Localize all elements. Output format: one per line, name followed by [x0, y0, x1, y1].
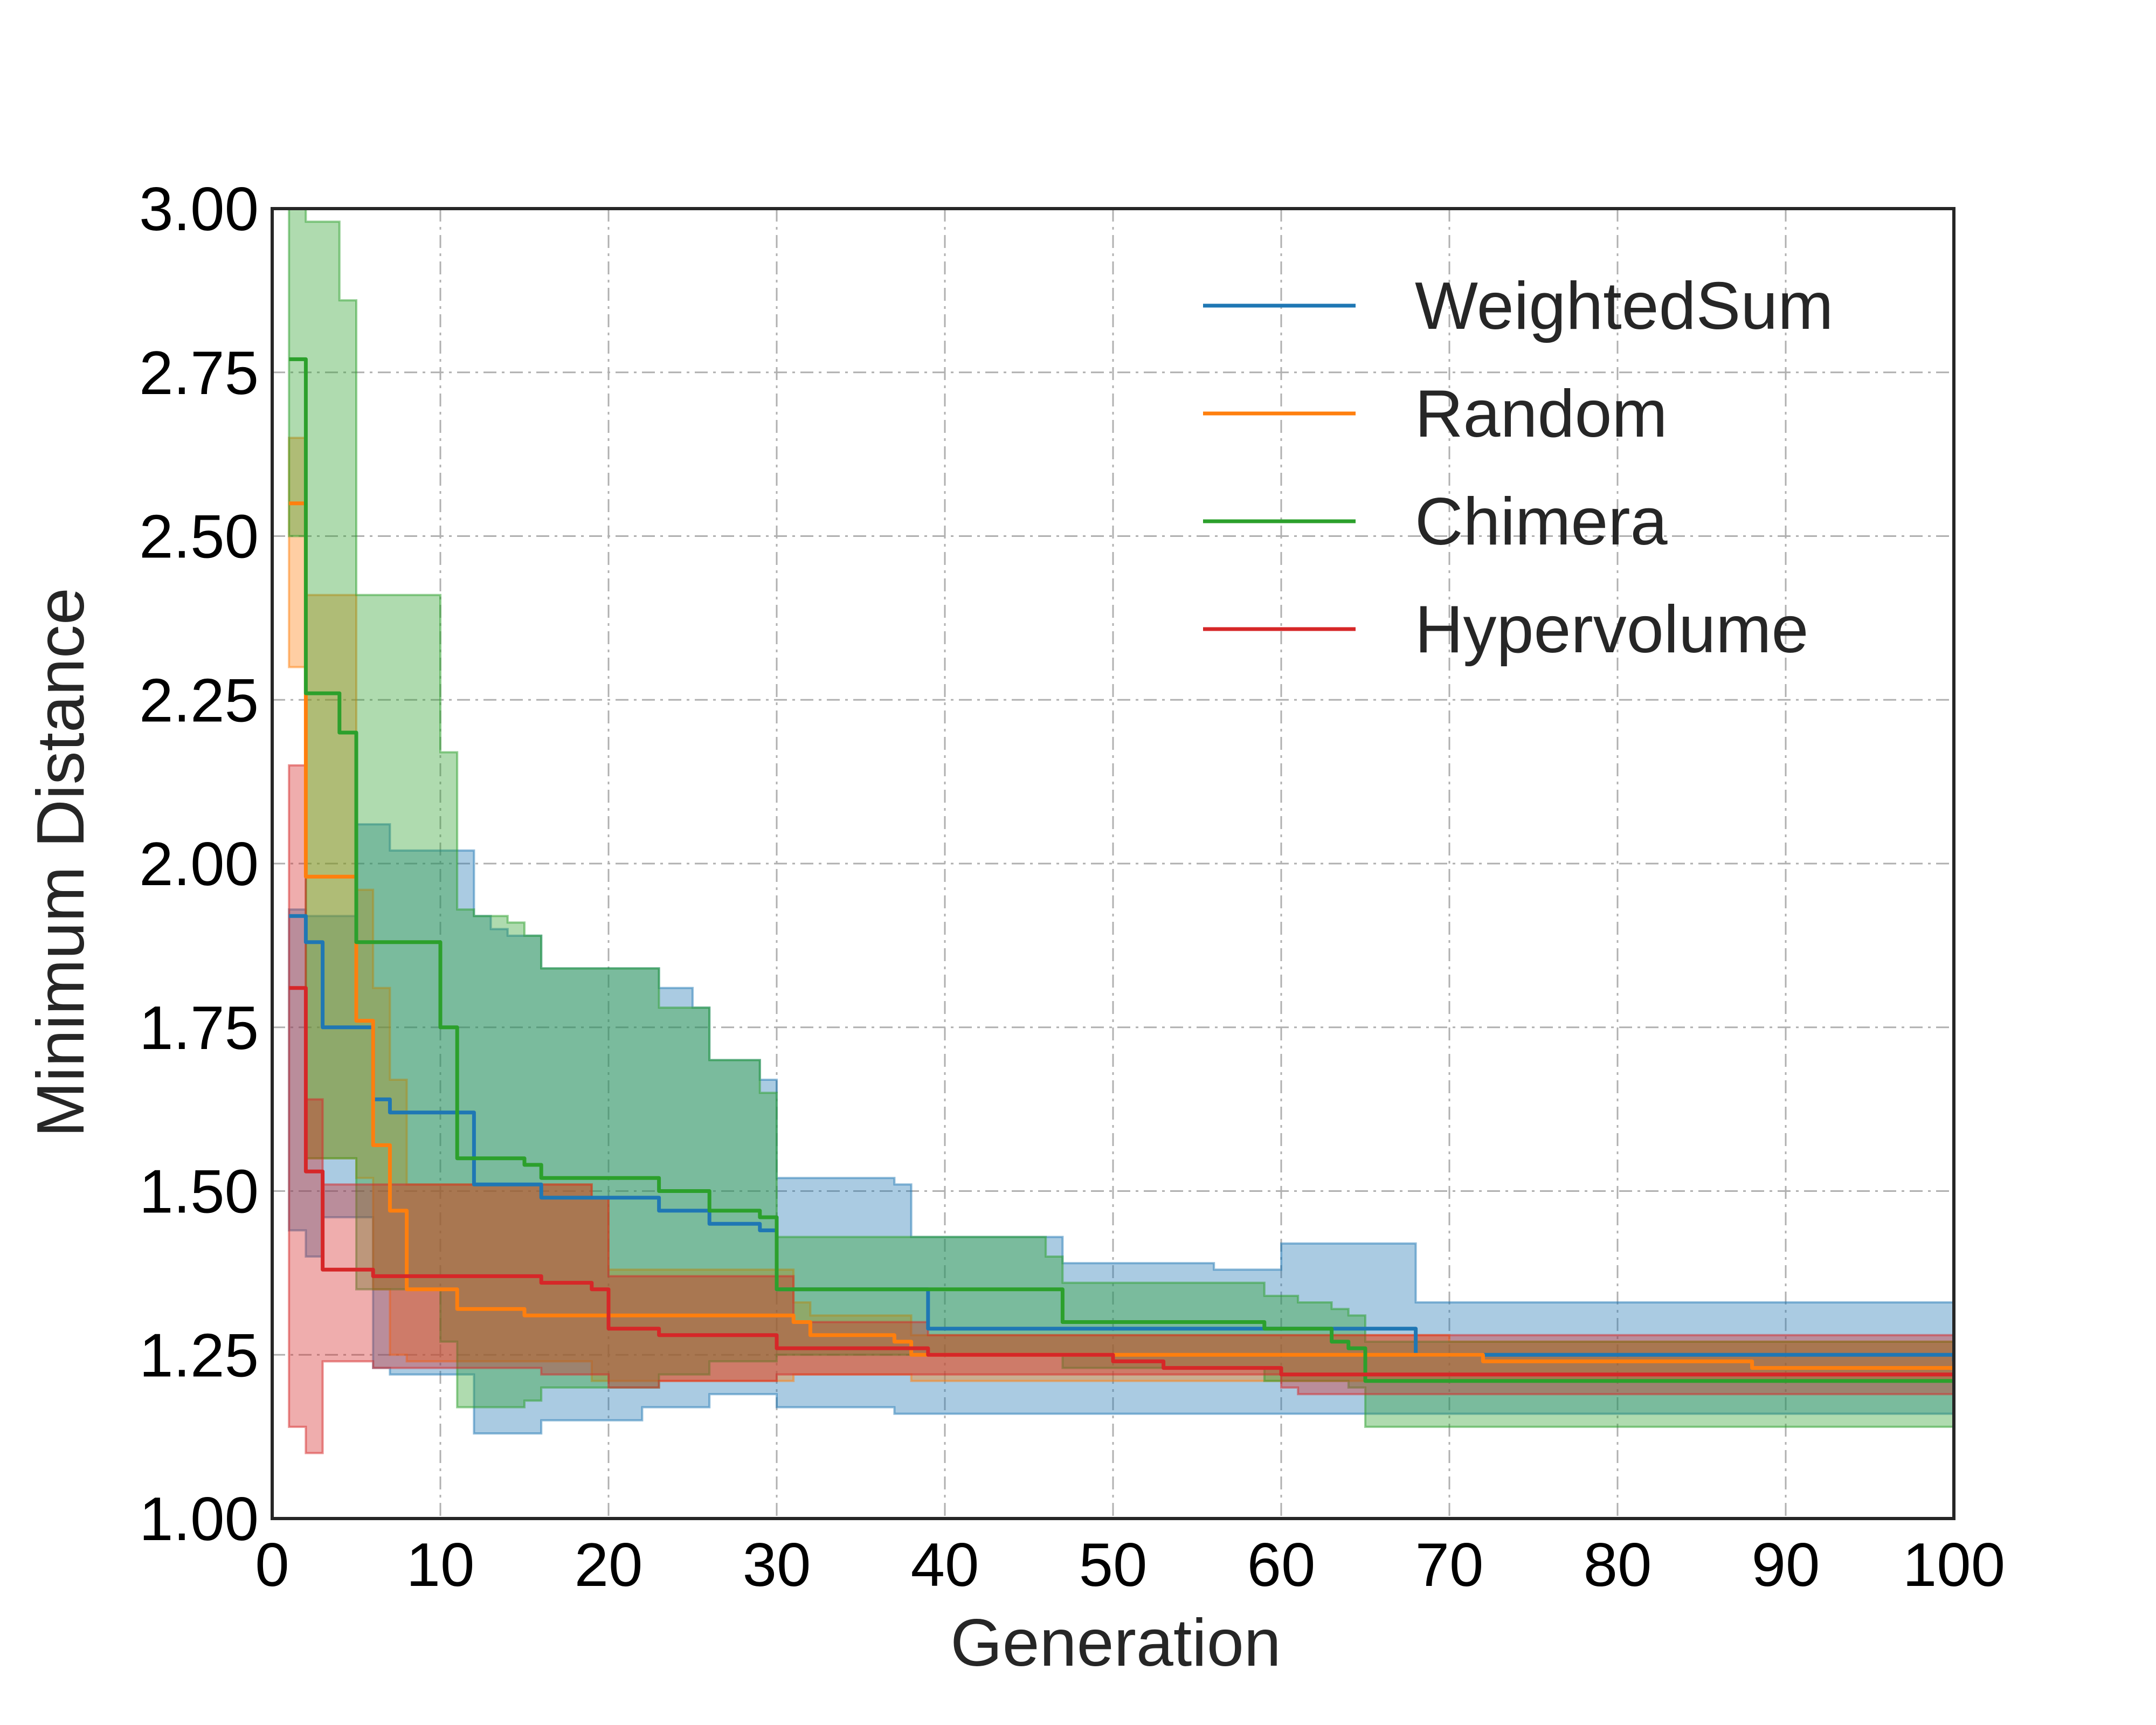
y-tick-label: 1.50: [139, 1158, 259, 1226]
confidence-bands: [288, 209, 1954, 1454]
x-tick-label: 80: [1584, 1531, 1652, 1599]
x-tick-label: 0: [255, 1531, 289, 1599]
plot-frame: [271, 207, 1955, 1520]
y-tick-label: 3.00: [139, 175, 259, 244]
legend-label-random: Random: [1415, 377, 1668, 451]
x-tick-label: 100: [1903, 1531, 2005, 1599]
x-tick-label: 40: [911, 1531, 979, 1599]
y-axis-ticks: 1.00 1.25 1.50 1.75 2.00 2.25 2.50 2.75 3.00: [139, 175, 259, 1554]
band-hypervolume: [288, 764, 1954, 1454]
series-lines: [289, 357, 1954, 1383]
y-tick-label: 2.25: [139, 666, 259, 735]
x-tick-label: 70: [1415, 1531, 1484, 1599]
y-tick-label: 2.75: [139, 339, 259, 408]
series-line-chimera: [289, 357, 1954, 1383]
legend-label-hypervolume: Hypervolume: [1415, 592, 1809, 667]
y-tick-label: 1.25: [139, 1321, 259, 1390]
y-tick-label: 1.75: [139, 994, 259, 1062]
series-line-hypervolume: [289, 986, 1954, 1377]
x-tick-label: 30: [743, 1531, 811, 1599]
x-tick-label: 20: [575, 1531, 643, 1599]
y-tick-label: 2.00: [139, 830, 259, 899]
y-axis-title: Minimum Distance: [24, 588, 98, 1137]
x-axis-title: Generation: [950, 1606, 1281, 1680]
legend-label-chimera: Chimera: [1415, 485, 1668, 559]
legend-label-weightedsum: WeightedSum: [1415, 269, 1834, 343]
y-tick-label: 1.00: [139, 1485, 259, 1554]
band-chimera: [288, 209, 1954, 1428]
series-line-weightedsum: [289, 914, 1954, 1362]
y-tick-label: 2.50: [139, 503, 259, 571]
x-tick-label: 50: [1079, 1531, 1148, 1599]
x-tick-label: 10: [406, 1531, 475, 1599]
x-tick-label: 60: [1247, 1531, 1316, 1599]
x-tick-label: 90: [1752, 1531, 1820, 1599]
legend: WeightedSum Random Chimera Hypervolume: [1203, 269, 1834, 667]
band-weightedsum: [288, 823, 1954, 1435]
x-axis-ticks: 0 10 20 30 40 50 60 70 80 90 100: [255, 1531, 2005, 1599]
series-line-random: [289, 501, 1954, 1370]
